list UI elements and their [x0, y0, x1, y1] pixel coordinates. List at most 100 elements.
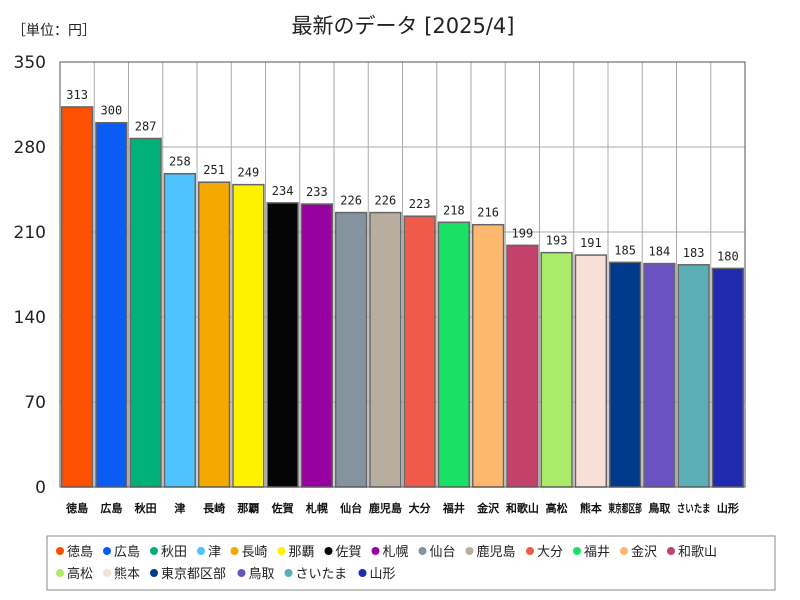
- legend-entry: 津: [208, 545, 221, 560]
- plot-area-frame: [59, 61, 746, 488]
- x-tick-label: 東京都区部: [608, 501, 642, 515]
- bar: [60, 106, 94, 488]
- data-label: 233: [306, 185, 328, 199]
- data-label: 216: [477, 206, 499, 220]
- legend-marker: [197, 547, 205, 555]
- legend-marker: [150, 547, 158, 555]
- legend-entry: 佐賀: [336, 545, 362, 560]
- x-tick-label: 長崎: [203, 501, 225, 515]
- x-tick-label: 秋田: [135, 501, 157, 515]
- x-tick-label: 福井: [442, 501, 465, 515]
- data-label: 184: [649, 245, 671, 259]
- legend-entry: 金沢: [631, 544, 657, 560]
- x-tick-label: 山形: [717, 501, 739, 515]
- legend-entry: 高松: [67, 566, 93, 582]
- y-tick-label: 350: [14, 53, 46, 73]
- legend-entry: 熊本: [114, 566, 140, 582]
- legend-marker: [573, 547, 581, 555]
- legend-marker: [56, 547, 64, 555]
- bar: [677, 264, 710, 488]
- legend-entry: 福井: [584, 545, 610, 560]
- legend-entry: 仙台: [430, 545, 456, 560]
- data-label: 191: [580, 236, 602, 250]
- legend-marker: [277, 547, 286, 555]
- x-tick-label: 札幌: [305, 501, 328, 515]
- legend-marker: [150, 569, 158, 577]
- data-label: 234: [272, 184, 294, 198]
- x-tick-label: 鹿児島: [369, 501, 402, 515]
- legend-entry: 広島: [114, 545, 140, 560]
- x-tick-label: 広島: [100, 501, 122, 515]
- legend-entry: さいたま: [296, 567, 348, 582]
- bar: [266, 202, 299, 488]
- y-tick-label: 0: [35, 478, 46, 498]
- legend-marker: [465, 547, 474, 555]
- bar: [163, 172, 197, 488]
- legend-entry: 和歌山: [678, 545, 717, 560]
- bar: [608, 261, 642, 488]
- x-tick-label: 大分: [409, 501, 431, 515]
- y-tick-label: 210: [14, 223, 46, 243]
- x-tick-label: 徳島: [65, 501, 88, 515]
- legend-marker: [56, 569, 64, 577]
- bar: [574, 254, 608, 488]
- x-tick-label: 仙台: [340, 501, 362, 515]
- legend-entry: 秋田: [161, 545, 187, 560]
- legend-entry: 山形: [370, 567, 396, 582]
- legend-marker: [526, 547, 534, 555]
- bar: [540, 251, 573, 488]
- data-label: 313: [66, 88, 88, 102]
- x-tick-label: 那覇: [237, 502, 259, 515]
- x-tick-label: さいたま: [677, 502, 711, 515]
- bar: [300, 203, 334, 488]
- bar: [334, 211, 368, 488]
- bar: [471, 223, 505, 488]
- x-tick-label: 高松: [546, 501, 568, 515]
- legend-entry: 鹿児島: [477, 544, 516, 560]
- legend-entry: 札幌: [383, 544, 409, 560]
- x-tick-label: 熊本: [580, 501, 602, 515]
- bars: [60, 106, 745, 488]
- x-tick-label: 鳥取: [648, 501, 670, 515]
- bar: [643, 262, 676, 488]
- legend-marker: [284, 569, 293, 577]
- data-label: 226: [375, 194, 397, 208]
- data-label: 180: [717, 249, 739, 263]
- legend-marker: [620, 547, 628, 555]
- legend-marker: [324, 547, 333, 555]
- bar: [437, 221, 471, 488]
- data-label: 251: [203, 163, 225, 177]
- data-label: 199: [512, 226, 534, 240]
- legend-marker: [418, 547, 427, 555]
- legend-entry: 鳥取: [249, 567, 275, 582]
- data-label: 218: [443, 203, 465, 217]
- bar: [232, 183, 265, 488]
- legend-entry: 大分: [537, 545, 563, 560]
- bar: [369, 211, 402, 488]
- legend-marker: [667, 547, 675, 555]
- bar: [129, 137, 162, 488]
- data-label: 287: [135, 120, 157, 134]
- data-label: 185: [614, 243, 636, 257]
- y-tick-label: 280: [14, 138, 46, 158]
- x-axis-ticks: 徳島 広島 秋田 津 長崎 那覇 佐賀 札幌 仙台 鹿児島 大分 福井 金沢 和歌山 高松 熊本 東京都区部鳥取…: [65, 501, 739, 515]
- x-tick-label: 金沢: [476, 501, 500, 515]
- legend-box: [46, 535, 776, 591]
- y-tick-label: 70: [24, 393, 46, 413]
- bar: [506, 244, 539, 488]
- data-label: 226: [340, 194, 362, 208]
- x-tick-label: 和歌山: [506, 501, 539, 515]
- data-label: 223: [409, 197, 431, 211]
- data-label: 183: [683, 246, 705, 260]
- data-label: 258: [169, 155, 191, 169]
- legend-entry: 徳島: [67, 545, 93, 560]
- legend-marker: [103, 547, 111, 555]
- bar: [197, 181, 231, 488]
- bar: [711, 267, 745, 488]
- value-labels: 313 300 287 258 251 249 234 233 226 226 223 218 216 1…: [66, 88, 738, 263]
- y-tick-label: 140: [14, 308, 46, 328]
- legend-marker: [230, 547, 239, 555]
- x-tick-label: 佐賀: [271, 501, 294, 515]
